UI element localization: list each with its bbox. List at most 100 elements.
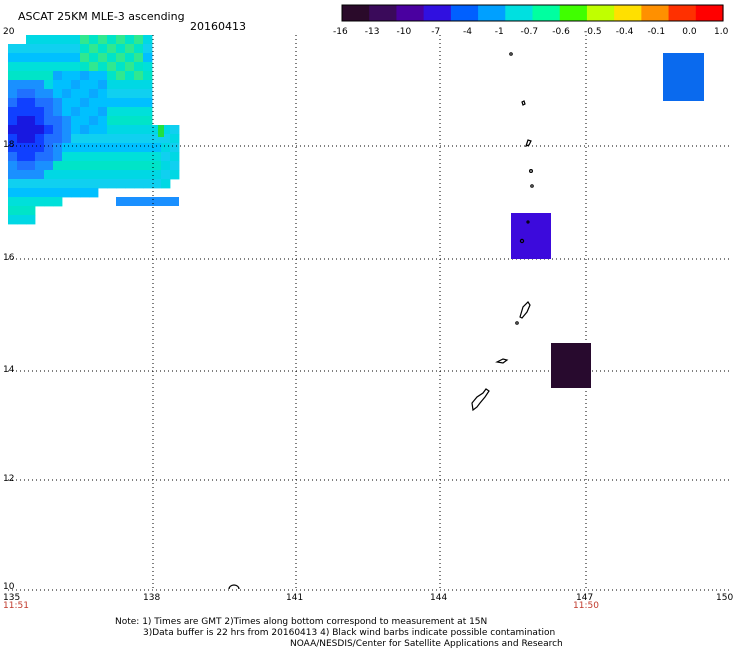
colorbar-label: -1: [494, 27, 504, 37]
swath-cell: [125, 98, 135, 108]
swath-cell: [53, 35, 63, 45]
swath-cell: [35, 89, 45, 99]
swath-cell: [125, 80, 135, 90]
swath-cell: [8, 107, 18, 117]
swath-cell: [62, 71, 72, 81]
swath-cell: [62, 152, 72, 162]
swath-cell: [8, 125, 18, 135]
lat-label-12: 12: [3, 474, 15, 484]
island-rota: [495, 358, 509, 364]
map-date: 20160413: [190, 20, 246, 33]
swath-cell: [134, 161, 144, 171]
swath-cell: [98, 179, 108, 189]
swath-cell: [44, 62, 54, 72]
swath-cell: [107, 170, 117, 180]
swath-cell: [161, 143, 171, 153]
swath-cell: [98, 143, 108, 153]
swath-cell: [44, 71, 54, 81]
swath-cell: [107, 143, 117, 153]
colorbar-segment: [641, 5, 670, 21]
swath-cell: [35, 152, 45, 162]
island-yap: [228, 584, 240, 590]
swath-cell: [107, 89, 117, 99]
swath-cell: [35, 197, 45, 207]
note-line-1: Note: 1) Times are GMT 2)Times along bot…: [115, 617, 488, 627]
island-agrihan: [528, 169, 533, 174]
swath-cell: [89, 152, 99, 162]
swath-cell: [80, 80, 90, 90]
swath-cell: [116, 197, 179, 206]
swath-cell: [17, 71, 27, 81]
island-tinian: [515, 321, 519, 325]
swath-cell: [125, 152, 135, 162]
swath-cell: [125, 71, 135, 81]
swath-cell: [107, 107, 117, 117]
swath-cell: [26, 143, 36, 153]
swath-cell: [107, 161, 117, 171]
colorbar-label: -13: [364, 27, 380, 37]
swath-cell: [143, 116, 153, 126]
time-label-left: 11:51: [3, 601, 29, 611]
swath-cell: [17, 44, 27, 54]
swath-cell: [8, 134, 18, 144]
swath-cell: [35, 71, 45, 81]
swath-cell: [71, 98, 81, 108]
colorbar-label: -0.6: [552, 27, 570, 37]
swath-cell: [116, 161, 126, 171]
colorbar-segment: [396, 5, 425, 21]
swath-cell: [98, 80, 108, 90]
swath-cell: [161, 179, 171, 189]
swath-cell: [143, 89, 153, 99]
swath-cell: [116, 62, 126, 72]
lat-label-20: 20: [3, 27, 15, 37]
swath-cell: [125, 53, 135, 63]
swath-cell: [71, 170, 81, 180]
swath-cell: [8, 197, 18, 207]
swath-cell: [152, 143, 162, 153]
swath-cell: [44, 134, 54, 144]
swath-cell: [62, 143, 72, 153]
swath-cell: [107, 179, 117, 189]
swath-cell: [170, 170, 180, 180]
grid-lines: [8, 35, 732, 591]
swath-cell: [125, 44, 135, 54]
swath-cell: [71, 62, 81, 72]
swath-cell: [143, 107, 153, 117]
swath-cell: [80, 125, 90, 135]
swath-cell: [152, 179, 162, 189]
swath-cell: [71, 44, 81, 54]
swath-cell: [71, 179, 81, 189]
swath-cell: [26, 152, 36, 162]
data-patch-center: [511, 213, 551, 259]
swath-cell: [17, 143, 27, 153]
colorbar-label: -0.4: [615, 27, 634, 37]
swath-cell: [89, 53, 99, 63]
swath-cell: [134, 125, 144, 135]
swath-cell: [26, 53, 36, 63]
swath-cell: [44, 53, 54, 63]
swath-cell: [71, 116, 81, 126]
lat-label-14: 14: [3, 365, 15, 375]
swath-cell: [116, 35, 126, 45]
swath-cell: [26, 215, 36, 225]
swath-cell: [116, 134, 126, 144]
swath-cell: [35, 188, 45, 198]
swath-cell: [98, 98, 108, 108]
swath-cell: [62, 134, 72, 144]
colorbar-segment: [505, 5, 534, 21]
swath-cell: [116, 125, 126, 135]
swath-cell: [53, 107, 63, 117]
swath-cell: [71, 152, 81, 162]
swath-cell: [8, 80, 18, 90]
swath-cell: [53, 62, 63, 72]
swath-cell: [53, 179, 63, 189]
colorbar-label: -0.5: [584, 27, 602, 37]
colorbar-label: -4: [463, 27, 472, 37]
swath-cell: [80, 188, 90, 198]
swath-cell: [152, 161, 162, 171]
swath-cell: [152, 125, 162, 135]
swath-cell: [26, 80, 36, 90]
swath-cell: [62, 125, 72, 135]
swath-cell: [161, 134, 171, 144]
swath-cell: [134, 116, 144, 126]
